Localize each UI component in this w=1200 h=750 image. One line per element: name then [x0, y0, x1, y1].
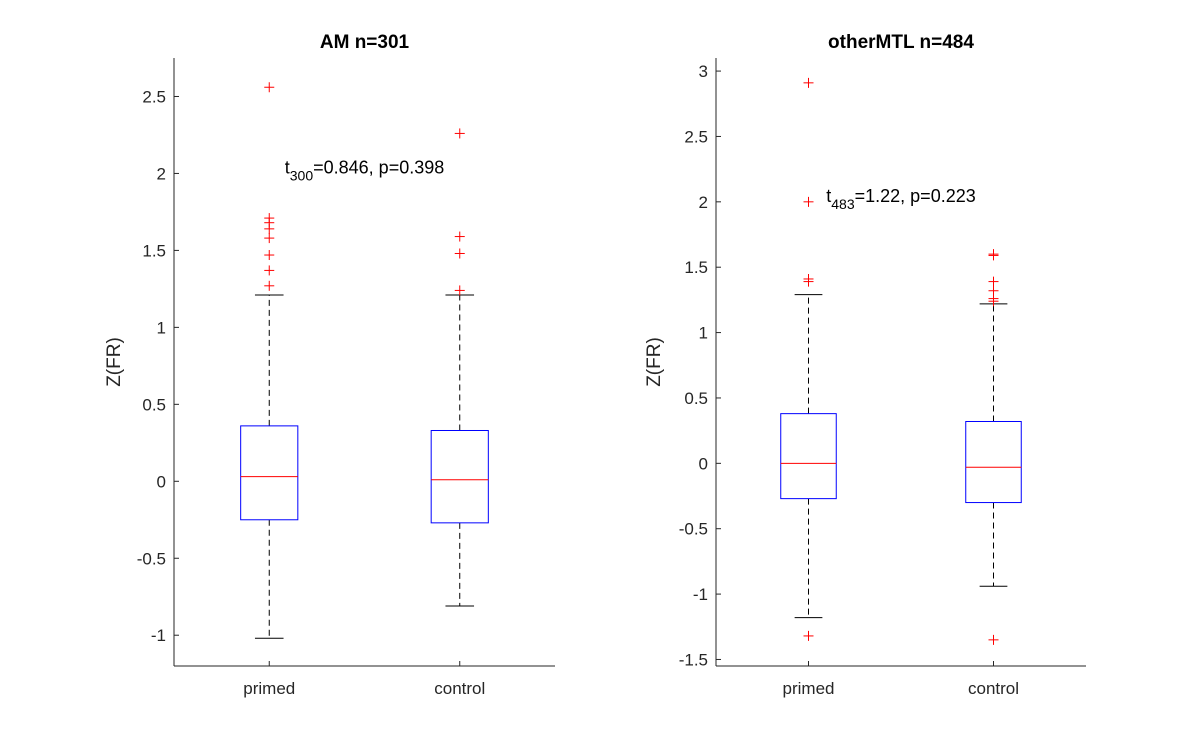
box-control: control — [965, 249, 1022, 698]
y-tick-label: 2.5 — [142, 87, 166, 106]
y-tick-label: -0.5 — [137, 549, 166, 568]
outlier-marker — [988, 276, 999, 287]
outlier-marker — [454, 285, 465, 296]
outlier-marker — [803, 196, 814, 207]
box-control: control — [430, 128, 489, 698]
y-tick-label: 1 — [699, 324, 708, 343]
outlier-marker — [988, 249, 999, 260]
y-tick-label: 2.5 — [684, 127, 708, 146]
x-tick-label: control — [434, 679, 485, 698]
iqr-box — [965, 420, 1022, 504]
y-axis-label: Z(FR) — [104, 337, 125, 387]
outlier-marker — [264, 213, 275, 224]
y-tick-label: 2 — [699, 193, 708, 212]
x-tick-label: control — [968, 679, 1019, 698]
outlier-marker — [803, 630, 814, 641]
y-tick-label: 3 — [699, 62, 708, 81]
y-tick-label: 2 — [157, 164, 166, 183]
y-tick-label: 1.5 — [684, 258, 708, 277]
outlier-marker — [803, 273, 814, 284]
outlier-marker — [454, 231, 465, 242]
iqr-box — [240, 425, 299, 521]
y-tick-label: -0.5 — [679, 520, 708, 539]
y-tick-label: 0 — [157, 472, 166, 491]
iqr-box — [430, 429, 489, 524]
box-primed: primed — [780, 77, 837, 698]
stat-annotation: t483=1.22, p=0.223 — [826, 186, 976, 212]
outlier-marker — [454, 128, 465, 139]
y-tick-label: 0.5 — [684, 389, 708, 408]
x-tick-label: primed — [243, 679, 295, 698]
outlier-marker — [264, 280, 275, 291]
y-tick-label: -1 — [693, 585, 708, 604]
y-axis-label: Z(FR) — [644, 337, 665, 387]
outlier-marker — [454, 248, 465, 259]
y-tick-label: 0 — [699, 454, 708, 473]
y-tick-label: -1.5 — [679, 650, 708, 669]
outlier-marker — [264, 265, 275, 276]
y-tick-label: 0.5 — [142, 395, 166, 414]
x-tick-label: primed — [783, 679, 835, 698]
chart-panel-1: AM n=301 Z(FR) -1 -0.5 0 0.5 1 1.5 2 2.5 primed con… — [104, 32, 555, 698]
chart-panel-2: otherMTL n=484 Z(FR) -1.5 -1 -0.5 0 0.5 1 1.5 2 2.… — [644, 32, 1086, 698]
outlier-marker — [264, 250, 275, 261]
box-primed: primed — [240, 82, 299, 698]
y-tick-label: 1.5 — [142, 241, 166, 260]
outlier-marker — [803, 77, 814, 88]
outlier-marker — [264, 233, 275, 244]
chart-title: AM n=301 — [320, 32, 410, 53]
outlier-marker — [988, 285, 999, 296]
y-tick-label: -1 — [151, 626, 166, 645]
stat-annotation: t300=0.846, p=0.398 — [285, 157, 445, 183]
iqr-box — [780, 413, 837, 500]
outlier-marker — [264, 82, 275, 93]
chart-title: otherMTL n=484 — [828, 32, 974, 53]
y-tick-label: 1 — [157, 318, 166, 337]
outlier-marker — [988, 634, 999, 645]
